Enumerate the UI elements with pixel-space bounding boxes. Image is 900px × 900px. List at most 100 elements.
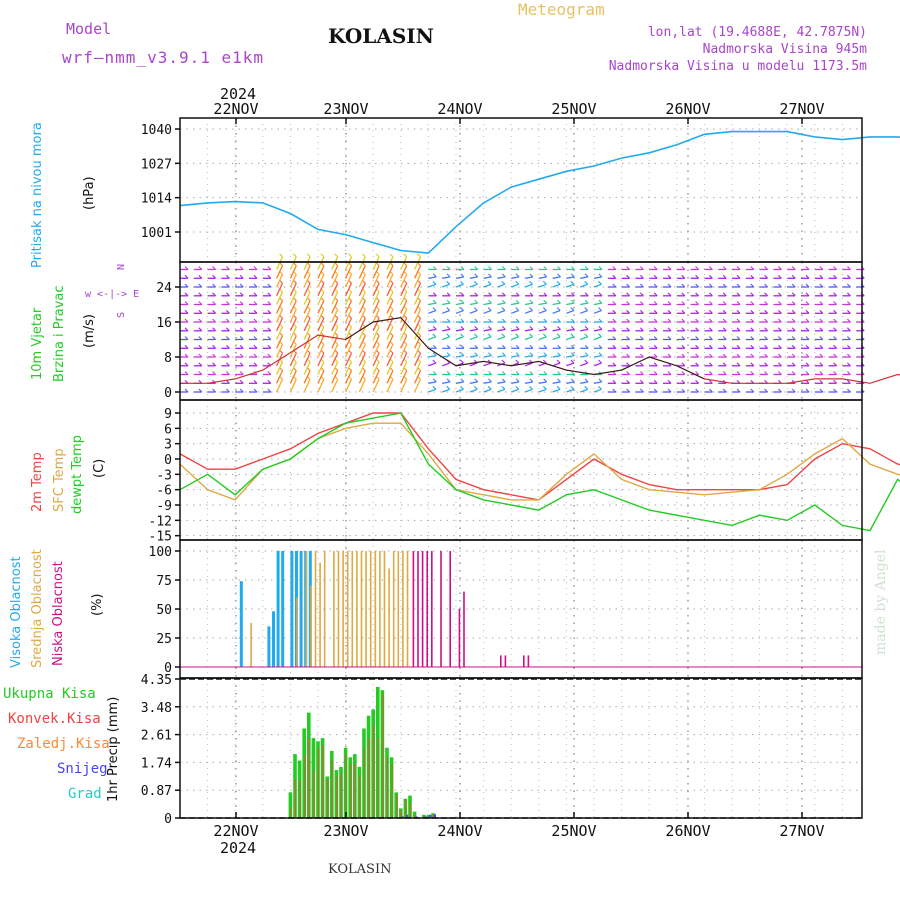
wind-barb <box>289 274 297 288</box>
wind-barb <box>303 309 311 323</box>
cloud-bar <box>421 551 424 667</box>
wind-barb-tick <box>722 266 727 270</box>
wind-barb <box>400 352 408 367</box>
wind-barb-tick <box>750 266 755 270</box>
wind-barb-tick <box>847 362 851 367</box>
wind-barb-tick <box>184 362 189 367</box>
wind-barb-tick <box>681 309 686 314</box>
wind-barb-tick <box>709 327 713 332</box>
wind-barb-tick <box>460 280 464 285</box>
wind-barb-tick <box>791 274 796 279</box>
wind-barb-tick <box>460 359 464 364</box>
ytick-label: 1001 <box>141 226 172 241</box>
wind-barb <box>276 361 284 375</box>
xtick-top-label: 23NOV <box>323 100 368 118</box>
wind-barb-tick <box>529 299 534 304</box>
wind-barb-tick <box>833 309 837 314</box>
wind-barb-tick <box>791 318 796 323</box>
wind-barb-tick <box>764 309 768 314</box>
ytick-label: 0.87 <box>141 784 172 799</box>
wind-barb-tick <box>267 283 272 288</box>
xtick-bottom-label: 22NOV <box>213 822 258 840</box>
cloud-bar <box>296 597 298 667</box>
wind-barb-tick <box>212 362 216 367</box>
wind-barb-tick <box>198 336 203 340</box>
cloud-bar <box>333 551 335 667</box>
wind-barb-tick <box>570 273 575 278</box>
wind-barb <box>331 370 339 384</box>
wind-barb <box>524 354 534 358</box>
ytick-label: 1014 <box>141 192 172 207</box>
cloud-label-high: Visoka Oblacnost <box>9 556 24 668</box>
wind-barb <box>400 291 408 305</box>
wind-barb <box>372 352 380 367</box>
wind-barb-tick <box>681 353 686 358</box>
wind-barb-tick <box>571 318 575 323</box>
model-label: Model <box>66 20 112 38</box>
wind-barb-tick <box>584 273 589 278</box>
wind-barb-tick <box>529 333 533 338</box>
wind-barb <box>345 344 353 358</box>
wind-barb-tick <box>253 266 258 270</box>
cloud-bar <box>388 568 390 667</box>
wind-barb <box>331 361 339 375</box>
wind-barb-tick <box>667 379 672 384</box>
wind-barb-tick <box>473 307 478 311</box>
cloud-bar <box>412 551 415 667</box>
precip-conv-bar <box>303 754 306 818</box>
wind-barb-tick <box>556 359 561 364</box>
cloud-unit: (%) <box>90 593 105 617</box>
wind-barb-tick <box>695 318 699 323</box>
wind-barb-tick <box>584 344 589 349</box>
wind-barb <box>345 335 353 349</box>
wind-barb-tick <box>502 371 506 375</box>
wind-barb-tick <box>819 344 824 349</box>
wind-barb <box>317 309 325 323</box>
wind-barb <box>593 302 603 306</box>
wind-barb <box>455 354 465 358</box>
wind-barb-tick <box>598 326 603 330</box>
wind-barb-tick <box>778 362 782 367</box>
wind-barb <box>593 388 602 393</box>
wind-barb-tick <box>557 318 561 323</box>
wind-barb-tick <box>709 266 713 270</box>
wind-barb-tick <box>764 362 768 367</box>
wind-barb-tick <box>750 362 755 367</box>
wind-barb <box>524 276 534 279</box>
wind-barb-tick <box>805 318 810 323</box>
wind-barb-tick <box>253 274 258 279</box>
wind-barb-tick <box>805 266 810 270</box>
wind-barb-tick <box>653 371 658 375</box>
wind-barb <box>358 291 366 305</box>
wind-barb <box>289 317 297 332</box>
wind-barb-tick <box>529 266 534 270</box>
wind-barb-tick <box>474 266 479 270</box>
wind-barb-tick <box>764 274 768 279</box>
precip-conv-bar <box>349 763 352 818</box>
wind-barb-tick <box>709 379 713 384</box>
wind-barb-tick <box>750 309 755 314</box>
wind-barb-tick <box>750 336 755 340</box>
wind-barb-tick <box>488 266 492 270</box>
wind-barb-tick <box>488 292 492 297</box>
pressure-unit: (hPa) <box>82 176 97 210</box>
wind-barb <box>331 309 339 323</box>
wind-barb <box>414 256 422 270</box>
wind-barb <box>593 283 602 288</box>
wind-barb <box>289 256 297 270</box>
wind-barb-tick <box>681 327 686 332</box>
wind-barb-tick <box>736 362 741 367</box>
wind-barb <box>428 302 437 306</box>
wind-barb-tick <box>805 274 810 279</box>
wind-barb-tick <box>667 283 672 288</box>
wind-barb-tick <box>460 333 464 338</box>
wind-barb <box>386 344 394 358</box>
wind-barb <box>372 265 380 279</box>
wind-barb-tick <box>681 379 686 384</box>
elevation-text: Nadmorska Visina 945m <box>702 42 867 57</box>
wind-barb <box>441 309 450 314</box>
wind-barb <box>345 370 353 384</box>
wind-barb-tick <box>226 362 230 367</box>
wind-barb <box>386 282 394 297</box>
wind-barb <box>469 336 478 341</box>
